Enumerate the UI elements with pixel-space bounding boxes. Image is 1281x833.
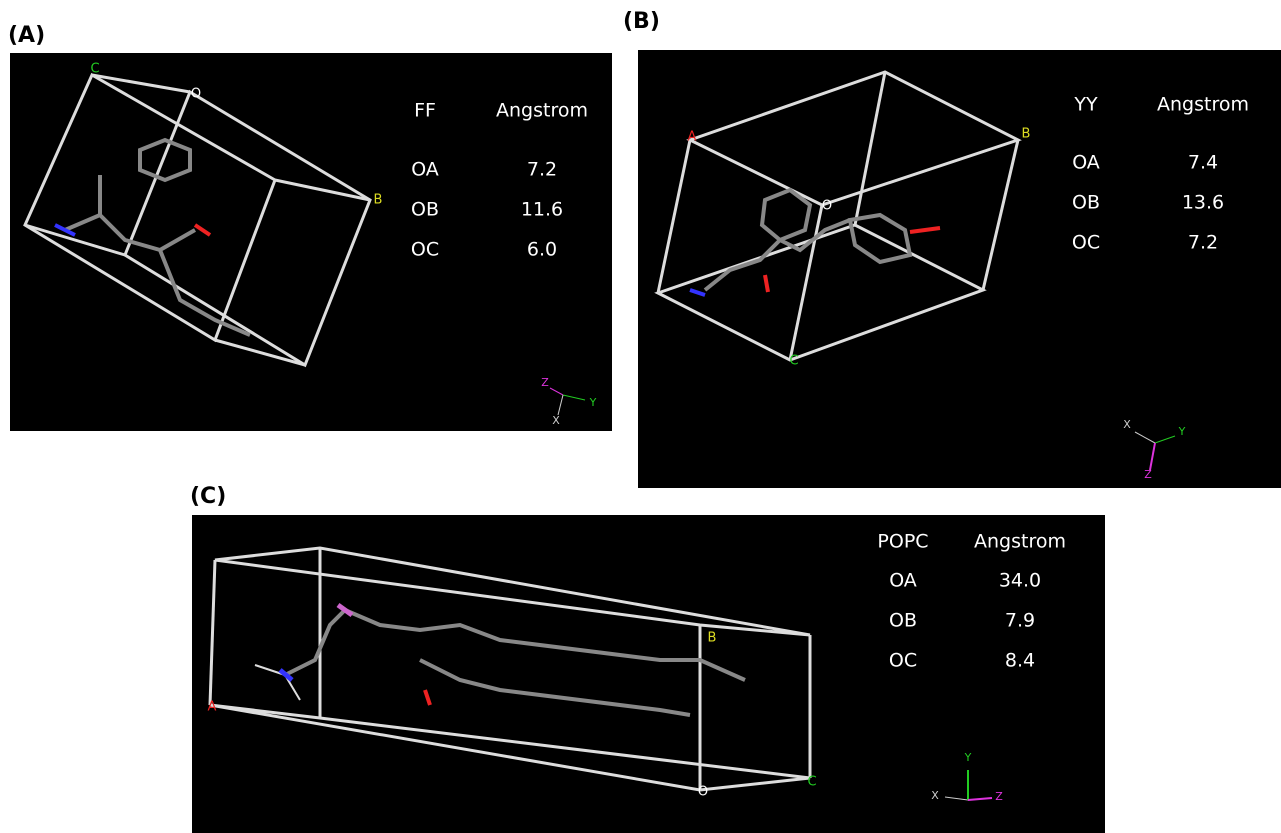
cell-label: B	[708, 631, 717, 646]
axis-label: X	[1123, 418, 1131, 431]
axis-label: X	[931, 789, 939, 802]
table-cell: OB	[411, 199, 439, 221]
table-cell: 7.9	[1005, 610, 1035, 632]
table-cell: OA	[889, 570, 917, 592]
cell-label: A	[688, 130, 697, 145]
panel-label: (B)	[623, 9, 660, 34]
axis-label: Y	[964, 751, 972, 764]
cell-label: A	[208, 700, 217, 715]
cell-label: C	[789, 354, 798, 369]
cell-label: C	[90, 62, 99, 77]
table-cell: 7.2	[1188, 232, 1218, 254]
panel-label: (C)	[190, 484, 226, 509]
table-cell: 6.0	[527, 239, 557, 261]
table-cell: OC	[1072, 232, 1100, 254]
cell-label: O	[822, 199, 832, 214]
table-cell: 7.2	[527, 159, 557, 181]
table-header: Angstrom	[496, 100, 588, 122]
axis-label: Y	[589, 396, 597, 409]
axis-label: Z	[1144, 468, 1152, 481]
cell-label: O	[698, 785, 708, 800]
table-header: Angstrom	[1157, 94, 1249, 116]
table-cell: 11.6	[521, 199, 563, 221]
axis-label: X	[552, 414, 560, 427]
table-header: YY	[1073, 94, 1098, 116]
table-cell: 8.4	[1005, 650, 1035, 672]
cell-label: B	[1022, 127, 1031, 142]
cell-label: B	[374, 193, 383, 208]
cell-label: O	[191, 87, 201, 102]
table-cell: 13.6	[1182, 192, 1224, 214]
panel-label: (A)	[8, 23, 45, 48]
table-cell: OB	[889, 610, 917, 632]
axis-label: Y	[1178, 425, 1186, 438]
table-header: FF	[414, 100, 436, 122]
table-header: Angstrom	[974, 531, 1066, 553]
axis-label: Z	[995, 790, 1003, 803]
table-cell: OA	[1072, 152, 1100, 174]
table-cell: OA	[411, 159, 439, 181]
table-cell: OB	[1072, 192, 1100, 214]
table-cell: 34.0	[999, 570, 1041, 592]
axis-label: Z	[541, 376, 549, 389]
table-cell: 7.4	[1188, 152, 1218, 174]
cell-label: C	[807, 775, 816, 790]
table-cell: OC	[889, 650, 917, 672]
table-cell: OC	[411, 239, 439, 261]
table-header: POPC	[877, 531, 928, 553]
figure: (A) C O B Z Y X FF Angstrom OA 7.2 OB 11…	[0, 0, 1281, 833]
